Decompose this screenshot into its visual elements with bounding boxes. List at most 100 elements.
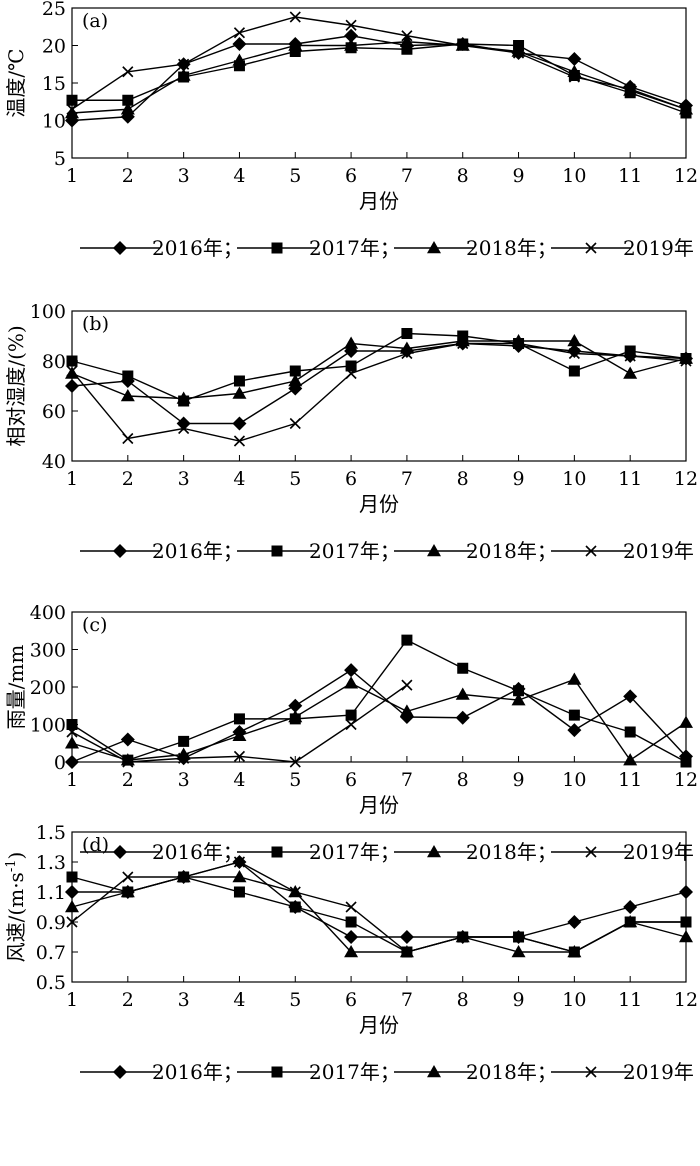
data-point [567, 52, 582, 66]
x-tick-label: 1 [66, 769, 78, 791]
data-point [66, 726, 78, 738]
legend-marker [113, 1065, 127, 1079]
legend-marker [427, 845, 441, 858]
legend-item: 2018年； [394, 236, 557, 260]
y-tick-label: 10 [42, 111, 66, 133]
data-point [232, 37, 247, 51]
legend-item: 2018年； [394, 1060, 557, 1084]
legend-label: 2018年； [466, 840, 557, 864]
legend-label: 2017年； [309, 840, 400, 864]
x-tick-label: 1 [66, 165, 78, 187]
data-point [680, 756, 692, 768]
data-point [120, 102, 135, 115]
x-tick-label: 5 [289, 165, 301, 187]
y-axis-label: 雨量/mm [4, 645, 28, 730]
data-point [66, 355, 78, 367]
data-point [232, 53, 247, 66]
legend-item: 2019年 [551, 236, 694, 260]
x-tick-label: 4 [233, 769, 245, 791]
data-point [233, 856, 246, 868]
data-point [66, 719, 78, 730]
data-point [624, 83, 636, 95]
data-point [345, 19, 357, 31]
x-axis-label: 月份 [359, 189, 399, 213]
series-2019 [66, 856, 692, 958]
legend-marker [113, 544, 127, 558]
data-point [680, 916, 692, 928]
data-point [65, 106, 79, 119]
y-tick-label: 100 [30, 715, 66, 737]
data-point [176, 416, 191, 431]
data-point [176, 391, 191, 404]
data-point [401, 347, 413, 360]
x-tick-label: 3 [178, 468, 190, 490]
data-point [624, 916, 636, 928]
x-tick-label: 10 [562, 769, 586, 791]
data-point [455, 710, 470, 725]
y-tick-label: 80 [42, 351, 66, 373]
legend-label: 2018年； [466, 1060, 557, 1084]
data-point [344, 38, 359, 51]
data-point [233, 27, 246, 39]
legend-label: 2019年 [623, 1060, 694, 1084]
data-point [65, 755, 79, 769]
x-tick-label: 9 [512, 989, 524, 1011]
data-point [178, 871, 190, 883]
panel-label: (b) [82, 313, 109, 335]
data-point [345, 901, 357, 913]
data-point [401, 634, 413, 646]
legend-marker [585, 242, 597, 254]
data-point [66, 916, 78, 928]
x-tick-label: 4 [233, 989, 245, 1011]
x-tick-label: 12 [674, 468, 698, 490]
data-point [65, 379, 79, 393]
x-tick-label: 9 [512, 165, 524, 187]
data-point [568, 365, 580, 377]
data-point [511, 44, 526, 57]
x-tick-label: 6 [345, 165, 357, 187]
series-2017 [66, 871, 692, 958]
legend-item: 2016年； [80, 840, 243, 864]
data-point [289, 901, 301, 913]
y-tick-label: 1.3 [36, 852, 66, 874]
legend-label: 2019年 [623, 840, 694, 864]
panel-label: (c) [82, 614, 107, 636]
data-point [178, 752, 190, 764]
data-point [289, 756, 301, 768]
data-point [120, 389, 135, 402]
x-tick-label: 6 [345, 468, 357, 490]
x-tick-label: 5 [289, 989, 301, 1011]
x-tick-label: 10 [562, 165, 586, 187]
legend-marker [113, 845, 127, 859]
series-line [71, 35, 687, 122]
series-2016 [65, 336, 693, 431]
data-point [512, 337, 525, 350]
x-tick-label: 2 [122, 769, 134, 791]
legend-label: 2016年； [152, 539, 243, 563]
data-point [122, 871, 134, 883]
data-point [66, 365, 78, 377]
data-point [122, 432, 134, 445]
data-point [232, 870, 247, 883]
data-point [345, 718, 357, 731]
data-point [568, 347, 580, 360]
data-point [511, 945, 526, 958]
x-tick-label: 4 [233, 165, 245, 187]
data-point [66, 94, 78, 106]
series-line [71, 639, 687, 763]
x-tick-label: 11 [618, 989, 642, 1011]
x-tick-label: 4 [233, 468, 245, 490]
x-tick-label: 8 [457, 165, 469, 187]
data-point [680, 355, 692, 367]
data-point [122, 370, 134, 382]
data-point [178, 422, 190, 435]
x-tick-label: 10 [562, 989, 586, 1011]
x-axis-label: 月份 [359, 492, 399, 516]
x-tick-label: 5 [289, 769, 301, 791]
data-point [233, 435, 246, 447]
series-2018 [65, 672, 693, 766]
data-point [399, 704, 414, 717]
legend-marker [271, 846, 283, 858]
series-2019 [66, 337, 692, 447]
